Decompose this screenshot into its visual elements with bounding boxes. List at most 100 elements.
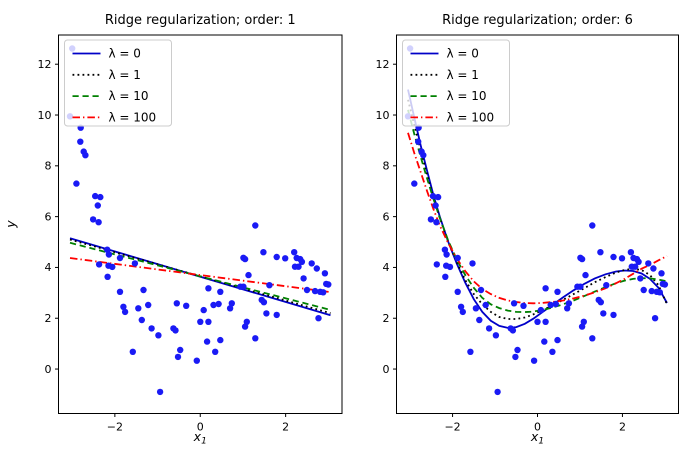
scatter-point xyxy=(300,275,307,282)
scatter-point xyxy=(603,282,610,289)
x-axis-label: x1 xyxy=(530,429,544,447)
scatter-point xyxy=(298,258,306,265)
x-axis-label: x1 xyxy=(193,429,207,447)
scatter-point xyxy=(155,332,162,339)
scatter-point xyxy=(446,263,454,271)
scatter-point xyxy=(177,346,184,354)
legend-label: λ = 100 xyxy=(447,110,495,124)
y-tick-label: 4 xyxy=(383,261,390,274)
scatter-point xyxy=(129,348,136,355)
scatter-point xyxy=(252,222,259,229)
scatter-point xyxy=(104,273,111,280)
y-axis-label: y xyxy=(3,220,18,229)
scatter-point xyxy=(240,254,247,261)
scatter-point xyxy=(442,273,449,280)
scatter-point xyxy=(648,287,655,295)
scatter-point xyxy=(554,288,561,295)
y-tick-label: 0 xyxy=(383,363,390,376)
scatter-point xyxy=(552,300,559,308)
scatter-point xyxy=(95,219,102,226)
scatter-point xyxy=(308,260,315,267)
scatter-point xyxy=(541,338,548,345)
scatter-point xyxy=(411,180,418,187)
scatter-point xyxy=(520,302,527,309)
scatter-point xyxy=(210,301,217,309)
scatter-point xyxy=(477,286,485,294)
scatter-point xyxy=(530,357,538,364)
scatter-point xyxy=(443,251,450,258)
scatter-point xyxy=(116,288,124,295)
scatter-point xyxy=(205,318,212,325)
scatter-point xyxy=(205,285,212,292)
scatter-point xyxy=(482,301,489,309)
scatter-point xyxy=(138,316,145,324)
scatter-point xyxy=(610,311,617,319)
scatter-point xyxy=(145,301,152,309)
scatter-point xyxy=(628,263,635,270)
scatter-point xyxy=(420,152,427,159)
scatter-point xyxy=(260,249,267,256)
y-tick-label: 12 xyxy=(38,58,52,71)
scatter-point xyxy=(82,152,89,159)
scatter-point xyxy=(135,305,142,312)
scatter-point xyxy=(200,306,207,314)
scatter-point xyxy=(311,287,319,295)
scatter-point xyxy=(92,192,99,200)
scatter-point xyxy=(661,281,669,288)
scatter-point xyxy=(156,388,164,396)
scatter-point xyxy=(658,270,665,277)
scatter-point xyxy=(240,283,247,290)
fit-line-dotted xyxy=(407,99,668,320)
scatter-point xyxy=(651,315,659,322)
scatter-point xyxy=(589,335,596,342)
scatter-point xyxy=(459,308,466,316)
scatter-point xyxy=(514,346,521,354)
scatter-point xyxy=(320,289,327,296)
scatter-point xyxy=(467,348,474,355)
scatter-point xyxy=(600,310,607,317)
scatter-point xyxy=(217,336,224,344)
scatter-point xyxy=(77,138,84,145)
scatter-point xyxy=(260,299,268,306)
y-tick-label: 0 xyxy=(45,363,52,376)
scatter-point xyxy=(97,193,104,201)
scatter-point xyxy=(427,216,435,223)
scatter-point xyxy=(512,353,519,361)
y-tick-label: 2 xyxy=(383,312,390,325)
scatter-point xyxy=(549,348,556,355)
legend-box xyxy=(64,39,172,127)
scatter-point xyxy=(291,263,299,270)
scatter-point xyxy=(321,270,329,277)
x-tick-label: −2 xyxy=(444,421,460,434)
scatter-point xyxy=(457,303,465,310)
legend-label: λ = 100 xyxy=(109,110,157,124)
scatter-point xyxy=(263,310,270,317)
scatter-point xyxy=(73,180,80,187)
scatter-point xyxy=(217,288,224,295)
scatter-point xyxy=(429,192,437,200)
scatter-point xyxy=(510,300,518,307)
panel-right: −2 0 2 0 2 4 6 8 10 12 λ = 0 λ = 1 λ = 10 λ = 100 Ridg… xyxy=(376,13,679,447)
scatter-point xyxy=(645,260,652,267)
y-tick-label: 6 xyxy=(45,210,52,223)
scatter-point xyxy=(454,288,461,295)
scatter-point xyxy=(215,300,222,308)
scatter-point xyxy=(140,286,147,294)
scatter-point xyxy=(313,265,320,272)
scatter-point xyxy=(228,300,235,307)
scatter-point xyxy=(245,271,252,279)
scatter-point xyxy=(120,303,127,310)
scatter-point xyxy=(252,335,259,342)
scatter-point xyxy=(637,275,644,282)
scatter-point xyxy=(627,249,635,256)
scatter-point xyxy=(241,323,249,330)
y-tick-label: 2 xyxy=(45,312,52,325)
scatter-point xyxy=(105,251,113,258)
y-tick-label: 8 xyxy=(383,160,390,173)
x-tick-label: 0 xyxy=(197,421,204,434)
scatter-point xyxy=(565,300,573,307)
legend-label: λ = 10 xyxy=(447,89,487,103)
y-tick-label: 8 xyxy=(45,160,52,173)
scatter-point xyxy=(509,327,517,334)
scatter-point xyxy=(94,202,102,209)
